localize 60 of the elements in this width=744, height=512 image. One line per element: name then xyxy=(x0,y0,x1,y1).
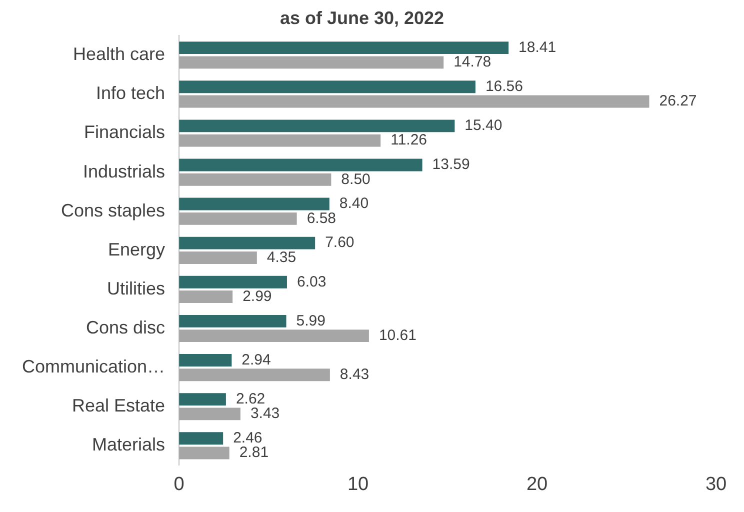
data-label: 14.78 xyxy=(454,54,492,71)
data-label: 6.58 xyxy=(306,210,336,227)
data-label: 13.59 xyxy=(432,156,470,174)
data-label: 8.40 xyxy=(339,195,369,212)
bar xyxy=(179,173,332,186)
data-label: 6.03 xyxy=(296,273,326,290)
data-label: 2.46 xyxy=(233,429,262,446)
bar xyxy=(179,393,226,406)
x-tick-label: 10 xyxy=(347,474,369,495)
bar xyxy=(179,252,257,264)
y-tick-label: Communication… xyxy=(22,356,166,377)
y-tick-label: Materials xyxy=(92,434,166,455)
bar xyxy=(179,276,287,288)
data-label: 16.56 xyxy=(485,78,523,95)
x-tick-label: 0 xyxy=(174,474,184,495)
y-tick-label: Info tech xyxy=(96,83,166,104)
bar xyxy=(179,408,240,420)
data-label: 2.99 xyxy=(242,288,272,305)
bar xyxy=(179,198,330,210)
data-label: 8.50 xyxy=(341,170,370,188)
data-label: 3.43 xyxy=(250,405,280,422)
y-tick-label: Energy xyxy=(108,239,166,260)
bar xyxy=(179,158,422,172)
chart-title: as of June 30, 2022 xyxy=(280,8,444,28)
bar xyxy=(179,80,476,94)
data-label: 26.27 xyxy=(659,92,697,110)
data-label: 5.99 xyxy=(296,312,326,330)
bar xyxy=(179,290,233,303)
bar xyxy=(179,56,444,69)
y-tick-label: Cons disc xyxy=(86,317,166,338)
y-tick-label: Real Estate xyxy=(72,396,166,416)
data-label: 2.81 xyxy=(239,444,269,462)
x-tick-label: 30 xyxy=(705,474,727,495)
data-label: 11.26 xyxy=(390,132,428,149)
bar xyxy=(179,212,297,225)
x-tick-label: 20 xyxy=(526,474,548,495)
bar xyxy=(179,446,230,460)
data-label: 2.62 xyxy=(236,390,266,408)
bar xyxy=(179,330,369,342)
bar xyxy=(179,134,381,147)
data-label: 4.35 xyxy=(266,248,296,266)
bar xyxy=(179,314,286,328)
y-tick-label: Utilities xyxy=(107,278,166,298)
data-label: 15.40 xyxy=(464,117,502,134)
bar xyxy=(179,42,509,54)
y-tick-label: Health care xyxy=(72,44,166,64)
data-label: 10.61 xyxy=(378,326,416,344)
bar xyxy=(179,95,650,108)
bar xyxy=(179,236,316,250)
y-tick-label: Cons staples xyxy=(60,200,166,220)
data-label: 7.60 xyxy=(325,234,354,252)
y-tick-label: Industrials xyxy=(83,161,166,182)
data-label: 18.41 xyxy=(518,38,556,56)
data-label: 8.43 xyxy=(340,366,370,384)
bar xyxy=(179,368,330,382)
bar xyxy=(179,354,232,366)
bar xyxy=(179,432,224,445)
data-label: 2.94 xyxy=(242,351,271,368)
y-tick-label: Financials xyxy=(84,122,166,142)
bar xyxy=(179,120,455,132)
